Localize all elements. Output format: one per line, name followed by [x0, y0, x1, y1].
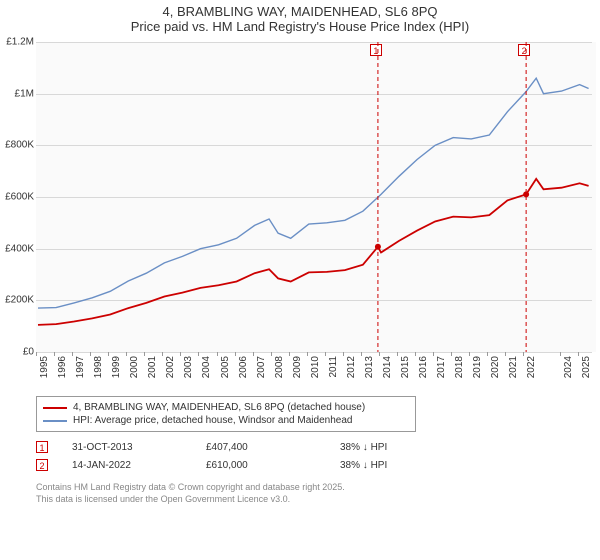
x-axis-tick — [126, 352, 127, 356]
legend-label: 4, BRAMBLING WAY, MAIDENHEAD, SL6 8PQ (d… — [73, 402, 365, 413]
x-axis-label: 2008 — [274, 356, 285, 392]
x-axis-label: 2010 — [310, 356, 321, 392]
chart-title-main: 4, BRAMBLING WAY, MAIDENHEAD, SL6 8PQ — [0, 4, 600, 19]
x-axis-label: 1995 — [39, 356, 50, 392]
x-axis-label: 2012 — [346, 356, 357, 392]
sales-table: 1 31-OCT-2013 £407,400 38% ↓ HPI 2 14-JAN-202… — [36, 438, 600, 474]
x-axis-label: 2002 — [165, 356, 176, 392]
x-axis-tick — [180, 352, 181, 356]
chart-area: £0£200K£400K£600K£800K£1M£1.2M12 1995199… — [36, 42, 596, 392]
x-axis-tick — [451, 352, 452, 356]
sale-badge: 2 — [36, 459, 48, 471]
x-axis-tick — [162, 352, 163, 356]
legend-row: HPI: Average price, detached house, Wind… — [43, 414, 409, 427]
x-axis: 1995 1996 1997 1998 1999 2000 2001 2002 2003 2004… — [36, 352, 596, 392]
x-axis-tick — [54, 352, 55, 356]
x-axis-label: 2004 — [201, 356, 212, 392]
sale-dot — [523, 191, 529, 197]
y-axis-label: £0 — [0, 347, 34, 358]
legend-swatch — [43, 407, 67, 409]
sale-row: 2 14-JAN-2022 £610,000 38% ↓ HPI — [36, 456, 600, 474]
series-property — [38, 179, 589, 325]
footer-line-1: Contains HM Land Registry data © Crown c… — [36, 482, 600, 494]
x-axis-label: 2016 — [418, 356, 429, 392]
x-axis-tick — [415, 352, 416, 356]
x-axis-label: 2000 — [129, 356, 140, 392]
legend-label: HPI: Average price, detached house, Wind… — [73, 415, 352, 426]
x-axis-label: 1998 — [93, 356, 104, 392]
x-axis-tick — [379, 352, 380, 356]
plot-region: £0£200K£400K£600K£800K£1M£1.2M12 — [36, 42, 596, 352]
sale-date: 31-OCT-2013 — [72, 442, 182, 453]
sale-date: 14-JAN-2022 — [72, 460, 182, 471]
x-axis-label: 2011 — [328, 356, 339, 392]
y-axis-label: £1.2M — [0, 37, 34, 48]
footer-attribution: Contains HM Land Registry data © Crown c… — [36, 482, 600, 505]
x-axis-tick — [72, 352, 73, 356]
x-axis-tick — [235, 352, 236, 356]
sale-delta: 38% ↓ HPI — [340, 442, 450, 453]
x-axis-label: 2018 — [454, 356, 465, 392]
x-axis-tick — [505, 352, 506, 356]
legend-row: 4, BRAMBLING WAY, MAIDENHEAD, SL6 8PQ (d… — [43, 401, 409, 414]
x-axis-tick — [289, 352, 290, 356]
x-axis-tick — [90, 352, 91, 356]
x-axis-label: 2013 — [364, 356, 375, 392]
chart-svg — [36, 42, 596, 352]
x-axis-label: 2017 — [436, 356, 447, 392]
x-axis-label: 2025 — [581, 356, 592, 392]
x-axis-label: 1997 — [75, 356, 86, 392]
y-axis-label: £800K — [0, 140, 34, 151]
x-axis-tick — [325, 352, 326, 356]
x-axis-tick — [108, 352, 109, 356]
chart-title-sub: Price paid vs. HM Land Registry's House … — [0, 19, 600, 34]
x-axis-label: 2005 — [220, 356, 231, 392]
series-hpi — [38, 78, 589, 308]
sale-delta: 38% ↓ HPI — [340, 460, 450, 471]
x-axis-tick — [36, 352, 37, 356]
x-axis-tick — [469, 352, 470, 356]
x-axis-label: 2021 — [508, 356, 519, 392]
x-axis-label: 2007 — [256, 356, 267, 392]
y-axis-label: £200K — [0, 295, 34, 306]
x-axis-tick — [343, 352, 344, 356]
sale-price: £610,000 — [206, 460, 316, 471]
x-axis-label: 2015 — [400, 356, 411, 392]
x-axis-tick — [307, 352, 308, 356]
x-axis-label: 2001 — [147, 356, 158, 392]
x-axis-tick — [271, 352, 272, 356]
x-axis-label: 1999 — [111, 356, 122, 392]
sale-price: £407,400 — [206, 442, 316, 453]
footer-line-2: This data is licensed under the Open Gov… — [36, 494, 600, 506]
chart-title-block: 4, BRAMBLING WAY, MAIDENHEAD, SL6 8PQ Pr… — [0, 0, 600, 36]
x-axis-tick — [523, 352, 524, 356]
x-axis-tick — [397, 352, 398, 356]
x-axis-tick — [487, 352, 488, 356]
legend: 4, BRAMBLING WAY, MAIDENHEAD, SL6 8PQ (d… — [36, 396, 416, 432]
y-axis-label: £600K — [0, 192, 34, 203]
x-axis-tick — [198, 352, 199, 356]
sale-row: 1 31-OCT-2013 £407,400 38% ↓ HPI — [36, 438, 600, 456]
y-axis-label: £1M — [0, 88, 34, 99]
x-axis-tick — [578, 352, 579, 356]
x-axis-tick — [433, 352, 434, 356]
x-axis-label: 2003 — [183, 356, 194, 392]
x-axis-label: 2022 — [526, 356, 537, 392]
sale-badge: 1 — [36, 441, 48, 453]
x-axis-label: 2024 — [563, 356, 574, 392]
x-axis-label: 2014 — [382, 356, 393, 392]
x-axis-label: 2019 — [472, 356, 483, 392]
x-axis-label: 1996 — [57, 356, 68, 392]
legend-swatch — [43, 420, 67, 422]
y-axis-label: £400K — [0, 243, 34, 254]
x-axis-tick — [253, 352, 254, 356]
x-axis-tick — [560, 352, 561, 356]
sale-dot — [375, 244, 381, 250]
x-axis-tick — [217, 352, 218, 356]
x-axis-label: 2006 — [238, 356, 249, 392]
x-axis-label: 2020 — [490, 356, 501, 392]
x-axis-tick — [144, 352, 145, 356]
x-axis-tick — [361, 352, 362, 356]
x-axis-label: 2009 — [292, 356, 303, 392]
